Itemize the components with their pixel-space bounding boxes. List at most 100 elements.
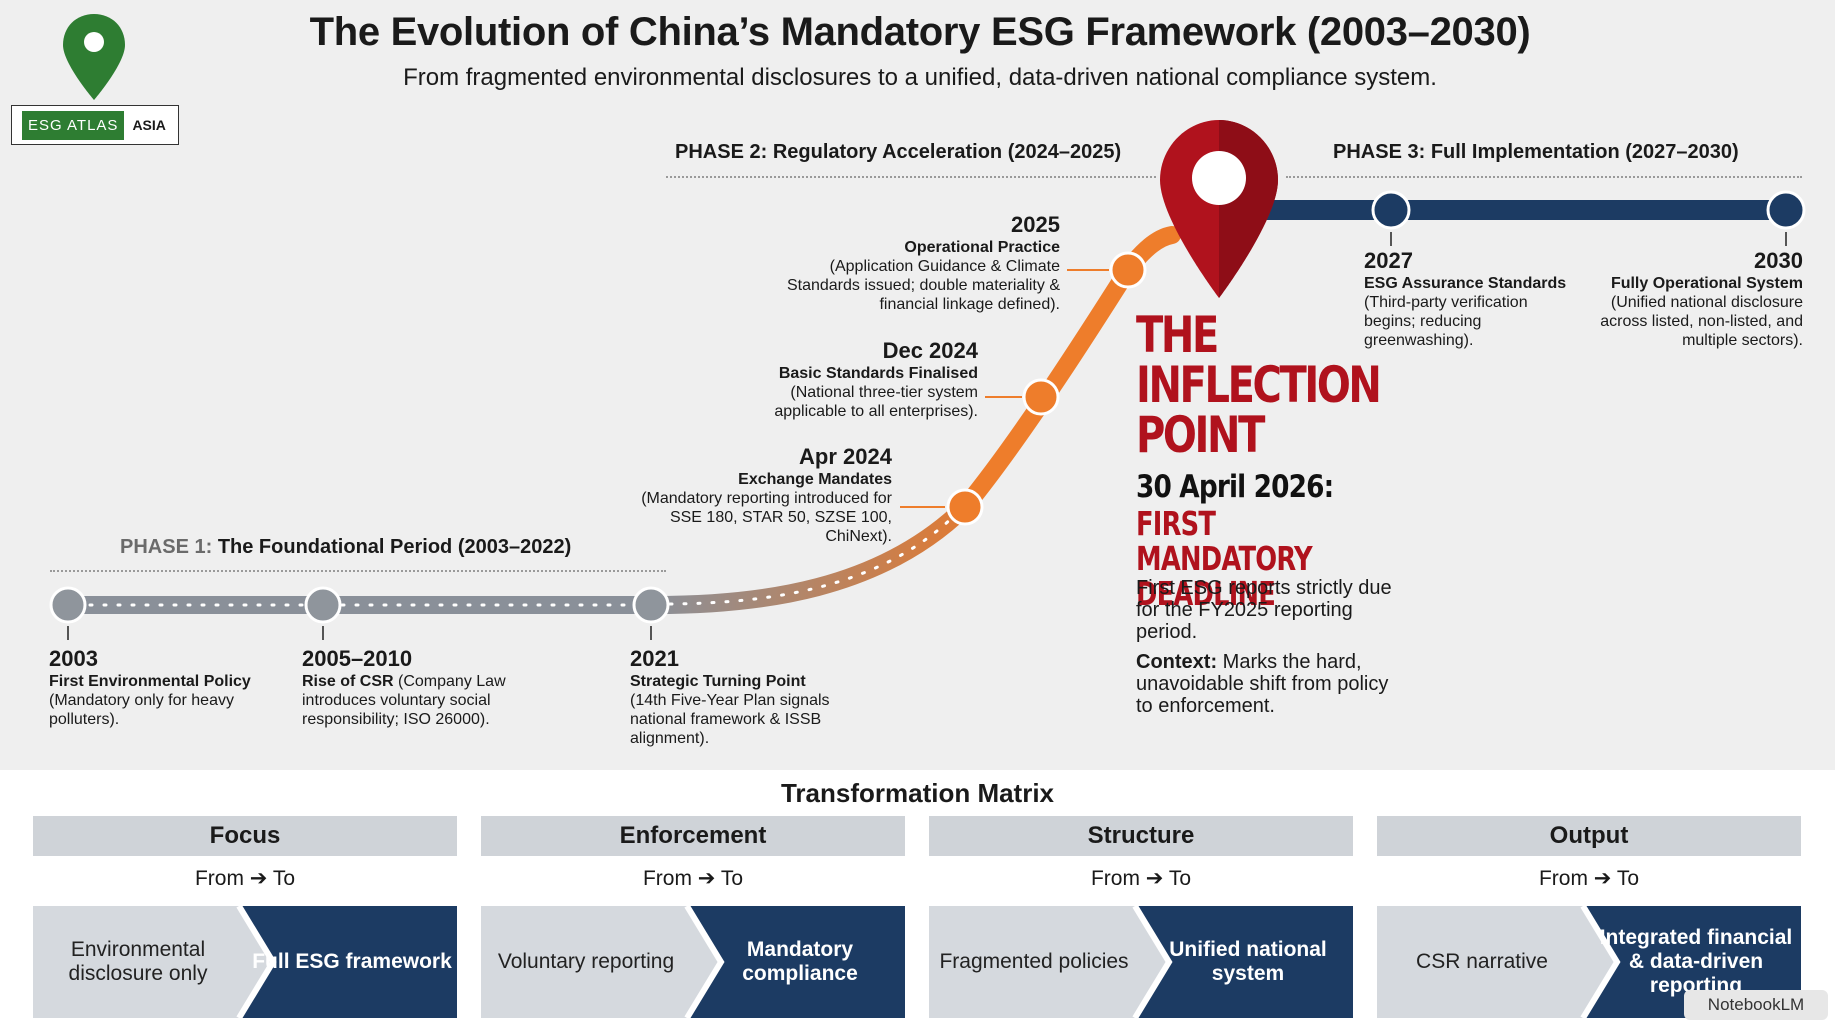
event-year: 2027	[1364, 248, 1413, 273]
to-word: To	[1616, 867, 1640, 890]
matrix-column-output: Output From ➔ To CSR narrative Integrate…	[1377, 816, 1801, 1018]
event-year: 2021	[630, 646, 679, 671]
matrix-column-head: Output	[1377, 816, 1801, 856]
from-to-label: From ➔ To	[33, 864, 457, 894]
matrix-column-enforcement: Enforcement From ➔ To Voluntary reportin…	[481, 816, 905, 1018]
inflection-context: Context: Marks the hard, unavoidable shi…	[1136, 651, 1406, 717]
event-title: ESG Assurance Standards	[1364, 275, 1567, 292]
phase-2-bracket	[666, 176, 1156, 178]
event-year: Dec 2024	[882, 338, 978, 363]
node-2021	[632, 586, 670, 624]
right-arrow-icon: ➔	[697, 867, 716, 890]
event-detail: (14th Five-Year Plan signals national fr…	[630, 692, 830, 747]
event-detail: (Mandatory only for heavy polluters).	[49, 692, 234, 728]
to-word: To	[272, 867, 296, 890]
phase-3-name: Full Implementation (2027–2030)	[1430, 141, 1739, 163]
matrix-column-focus: Focus From ➔ To Environmental disclosure…	[33, 816, 457, 1018]
phase-3-bracket	[1286, 176, 1802, 178]
to-state: Mandatory compliance	[742, 938, 858, 985]
phase-3-label: PHASE 3: Full Implementation (2027–2030)	[1333, 141, 1739, 164]
event-2027: 2027 ESG Assurance Standards (Third-part…	[1364, 248, 1574, 350]
event-apr-2024: Apr 2024 Exchange Mandates (Mandatory re…	[630, 444, 892, 546]
event-dec-2024: Dec 2024 Basic Standards Finalised (Nati…	[735, 338, 978, 421]
to-word: To	[1168, 867, 1192, 890]
matrix-column-structure: Structure From ➔ To Fragmented policies …	[929, 816, 1353, 1018]
event-year: Apr 2024	[799, 444, 892, 469]
inflection-title: THE INFLECTION POINT	[1136, 306, 1382, 464]
event-detail: (Mandatory reporting introduced for SSE …	[641, 490, 892, 545]
event-detail: (Application Guidance & Climate Standard…	[786, 258, 1060, 313]
event-detail: (Company Law introduces voluntary social…	[302, 673, 506, 728]
node-apr-2024	[946, 488, 984, 526]
event-2025: 2025 Operational Practice (Application G…	[765, 212, 1060, 314]
timeline-graphic	[49, 120, 1806, 640]
event-2030: 2030 Fully Operational System (Unified n…	[1595, 248, 1803, 350]
from-state: Environmental disclosure only	[68, 938, 208, 985]
event-title: Exchange Mandates	[738, 471, 892, 488]
event-2021: 2021 Strategic Turning Point (14th Five-…	[630, 646, 860, 748]
event-title: Operational Practice	[904, 239, 1060, 256]
node-2027	[1371, 190, 1411, 230]
phase-2-prefix: PHASE 2:	[675, 141, 768, 163]
page-subtitle: From fragmented environmental disclosure…	[403, 64, 1437, 91]
event-2005-2010: 2005–2010 Rise of CSR (Company Law intro…	[302, 646, 547, 729]
right-arrow-icon: ➔	[1593, 867, 1612, 890]
event-year: 2030	[1754, 248, 1803, 273]
event-title: Strategic Turning Point	[630, 673, 806, 690]
to-state: Full ESG framework	[252, 950, 452, 973]
logo-text-right: ASIA	[132, 117, 166, 133]
right-arrow-icon: ➔	[1145, 867, 1164, 890]
transition-track	[646, 498, 974, 614]
inflection-deadline: FIRST MANDATORY DEADLINE	[1136, 504, 1313, 613]
inflection-body: First ESG reports strictly due for the F…	[1136, 577, 1392, 643]
event-detail: (Third-party verification begins; reduci…	[1364, 294, 1528, 349]
matrix-title: Transformation Matrix	[780, 778, 1055, 808]
event-title: Basic Standards Finalised	[778, 365, 978, 382]
node-dec-2024	[1022, 378, 1060, 416]
node-2025	[1109, 251, 1147, 289]
from-state: Fragmented policies	[939, 950, 1129, 973]
from-to-label: From ➔ To	[481, 864, 905, 894]
matrix-transition: Fragmented policies Unified national sys…	[929, 906, 1353, 1018]
phase-3-prefix: PHASE 3:	[1333, 141, 1426, 163]
from-word: From	[642, 867, 692, 890]
notebooklm-watermark: NotebookLM	[1684, 990, 1828, 1020]
inflection-date: 30 April 2026:	[1136, 469, 1334, 505]
matrix-transition: Environmental disclosure only Full ESG f…	[33, 906, 457, 1018]
inflection-pin-icon	[1160, 120, 1278, 298]
inflection-context-label: Context:	[1136, 651, 1218, 673]
event-detail: (National three-tier system applicable t…	[774, 384, 978, 420]
matrix-transition: Voluntary reporting Mandatory compliance	[481, 906, 905, 1018]
event-year: 2003	[49, 646, 98, 671]
right-arrow-icon: ➔	[249, 867, 268, 890]
location-pin-icon	[63, 14, 125, 100]
phase-2-name: Regulatory Acceleration (2024–2025)	[772, 141, 1122, 163]
node-2003	[49, 586, 87, 624]
event-title: Fully Operational System	[1610, 275, 1803, 292]
event-2003: 2003 First Environmental Policy (Mandato…	[49, 646, 274, 729]
event-title: First Environmental Policy	[49, 673, 251, 690]
to-state: Unified national system	[1169, 938, 1327, 985]
phase-1-bracket	[50, 570, 666, 572]
phase-1-prefix: PHASE 1:	[120, 536, 213, 558]
matrix-column-head: Structure	[929, 816, 1353, 856]
event-title: Rise of CSR	[302, 673, 394, 690]
from-word: From	[1538, 867, 1588, 890]
phase-1-label: PHASE 1: The Foundational Period (2003–2…	[120, 536, 571, 559]
inflection-context-text: Marks the hard, unavoidable shift from p…	[1136, 651, 1389, 717]
node-2005-2010	[304, 586, 342, 624]
matrix-column-head: Enforcement	[481, 816, 905, 856]
page-title: The Evolution of China’s Mandatory ESG F…	[309, 10, 1531, 54]
logo: ESG ATLAS ASIA	[11, 105, 179, 145]
phase-2-label: PHASE 2: Regulatory Acceleration (2024–2…	[675, 141, 1121, 164]
event-year: 2025	[1011, 212, 1060, 237]
node-2030	[1766, 190, 1806, 230]
to-word: To	[720, 867, 744, 890]
phase-1-name: The Foundational Period (2003–2022)	[217, 536, 572, 558]
from-to-label: From ➔ To	[929, 864, 1353, 894]
from-state: Voluntary reporting	[497, 950, 675, 973]
from-to-label: From ➔ To	[1377, 864, 1801, 894]
from-word: From	[194, 867, 244, 890]
matrix-column-head: Focus	[33, 816, 457, 856]
